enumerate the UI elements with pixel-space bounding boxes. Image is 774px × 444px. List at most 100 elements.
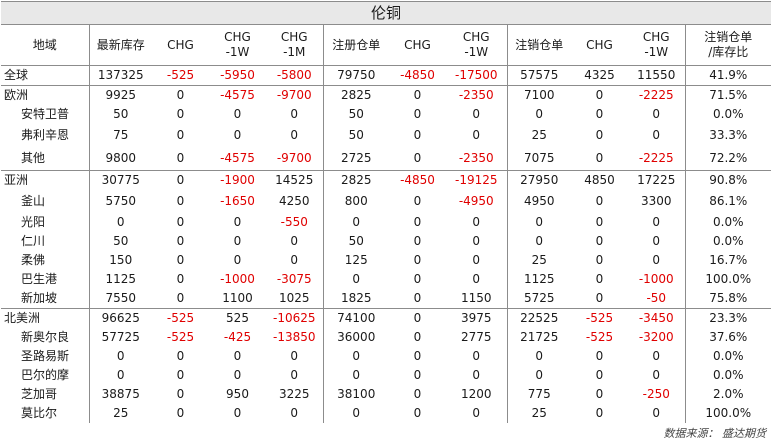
region-cell: 莫比尔 [21, 406, 58, 420]
region-cell: 北美洲 [1, 308, 89, 328]
value-cell: 96625 [88, 308, 152, 328]
value-cell: 0 [472, 368, 481, 382]
value-cell: 0 [152, 85, 209, 105]
value-cell: 0 [176, 272, 185, 286]
value-cell: 30775 [88, 170, 152, 190]
value-cell: -4850 [389, 65, 446, 86]
value-cell: 17225 [628, 170, 685, 190]
value-cell: 0 [290, 406, 299, 420]
table-row: 圣路易斯 0 0 0 0 0 0 0 0 0 0 0.0% [1, 347, 772, 366]
value-cell: 0.0% [684, 347, 772, 366]
value-cell: 0 [176, 368, 185, 382]
value-cell: -10625 [266, 308, 323, 328]
value-cell: 0 [413, 215, 422, 229]
table-row: 其他 9800 0 -4575 -9700 2725 0 -2350 7075 0 -2225 72.… [1, 147, 772, 171]
value-cell: 50 [88, 232, 152, 251]
value-cell: 27950 [506, 170, 571, 190]
value-cell: 5725 [506, 289, 571, 309]
region-cell: 新加坡 [21, 291, 58, 305]
value-cell: 0 [413, 330, 422, 344]
value-cell: 0 [176, 387, 185, 401]
value-cell: 86.1% [684, 190, 772, 213]
value-cell: 0 [322, 270, 389, 289]
value-cell: 14525 [266, 170, 323, 190]
value-cell: -1000 [220, 272, 255, 286]
column-header: CHG [389, 24, 446, 66]
value-cell: 9925 [88, 85, 152, 105]
value-cell: 775 [506, 385, 571, 404]
value-cell: 0 [472, 128, 481, 142]
table-row: 芝加哥 38875 0 950 3225 38100 0 1200 775 0 -250 2.0% [1, 385, 772, 404]
value-cell: 0 [176, 349, 185, 363]
value-cell: -250 [642, 387, 670, 401]
value-cell: 0 [322, 404, 389, 423]
value-cell: 0 [290, 128, 299, 142]
value-cell: -4850 [389, 170, 446, 190]
value-cell: 3225 [278, 387, 310, 401]
value-cell: 0 [472, 253, 481, 267]
column-header: CHG -1W [628, 24, 685, 66]
value-cell: 2825 [322, 85, 389, 105]
value-cell: 0 [88, 213, 152, 232]
column-header: CHG -1W [446, 24, 507, 66]
value-cell: 0 [413, 387, 422, 401]
region-cell: 新奥尔良 [21, 330, 70, 344]
region-cell: 巴尔的摩 [21, 368, 70, 382]
value-cell: -3450 [628, 308, 685, 328]
value-cell: 25 [506, 124, 571, 147]
value-cell: 0 [233, 234, 242, 248]
value-cell: 4250 [278, 194, 310, 208]
table-title: 伦铜 [1, 1, 772, 25]
value-cell: 0 [290, 107, 299, 121]
table-row: 巴生港 1125 0 -1000 -3075 0 0 0 1125 0 -1000 100.0% [1, 270, 772, 289]
table-row: 新奥尔良 57725 -525 -425 -13850 36000 0 2775 21725 -5… [1, 328, 772, 347]
value-cell: 0 [652, 107, 661, 121]
region-cell: 芝加哥 [21, 387, 58, 401]
value-cell: 0 [413, 349, 422, 363]
value-cell: 0 [290, 368, 299, 382]
value-cell: 36000 [322, 328, 389, 347]
value-cell: 50 [322, 232, 389, 251]
table-row: 北美洲 96625 -525 525 -10625 74100 0 3975 22525 -525… [1, 308, 772, 328]
value-cell: 950 [226, 387, 249, 401]
data-source-note: 数据来源： 盛达期货 [663, 427, 767, 440]
value-cell: 75.8% [684, 289, 772, 309]
value-cell: -525 [166, 330, 195, 344]
region-cell: 釜山 [21, 194, 46, 208]
value-cell: -19125 [446, 170, 507, 190]
value-cell: 125 [322, 251, 389, 270]
value-cell: 0 [595, 107, 604, 121]
value-cell: 0 [176, 107, 185, 121]
table-row: 莫比尔 25 0 0 0 0 0 0 25 0 0 100.0% [1, 404, 772, 423]
value-cell: 137325 [88, 65, 152, 86]
value-cell: 4325 [571, 65, 628, 86]
value-cell: 71.5% [684, 85, 772, 105]
value-cell: -4575 [220, 151, 255, 165]
value-cell: 0 [506, 213, 571, 232]
value-cell: 5750 [88, 190, 152, 213]
value-cell: 75 [88, 124, 152, 147]
value-cell: 4950 [506, 190, 571, 213]
table-row: 欧洲 9925 0 -4575 -9700 2825 0 -2350 7100 0 -2225 71.… [1, 85, 772, 105]
title-row: 伦铜 [1, 1, 772, 25]
value-cell: 11550 [628, 65, 685, 86]
value-cell: 7550 [88, 289, 152, 309]
value-cell: 0 [571, 85, 628, 105]
value-cell: 50 [322, 124, 389, 147]
value-cell: 0 [176, 406, 185, 420]
value-cell: 0 [290, 234, 299, 248]
value-cell: 0 [595, 406, 604, 420]
value-cell: 0 [652, 128, 661, 142]
value-cell: 1150 [460, 291, 492, 305]
value-cell: 72.2% [684, 147, 772, 171]
table-row: 光阳 0 0 0 -550 0 0 0 0 0 0 0.0% [1, 213, 772, 232]
value-cell: 74100 [322, 308, 389, 328]
value-cell: -1000 [638, 272, 674, 286]
value-cell: 50 [322, 105, 389, 124]
value-cell: 57725 [88, 328, 152, 347]
table-row: 巴尔的摩 0 0 0 0 0 0 0 0 0 0 0.0% [1, 366, 772, 385]
value-cell: 0 [290, 349, 299, 363]
value-cell: 57575 [506, 65, 571, 86]
region-cell: 安特卫普 [21, 107, 70, 121]
table-row: 全球 137325 -525 -5950 -5800 79750 -4850 -17500 57… [1, 65, 772, 86]
